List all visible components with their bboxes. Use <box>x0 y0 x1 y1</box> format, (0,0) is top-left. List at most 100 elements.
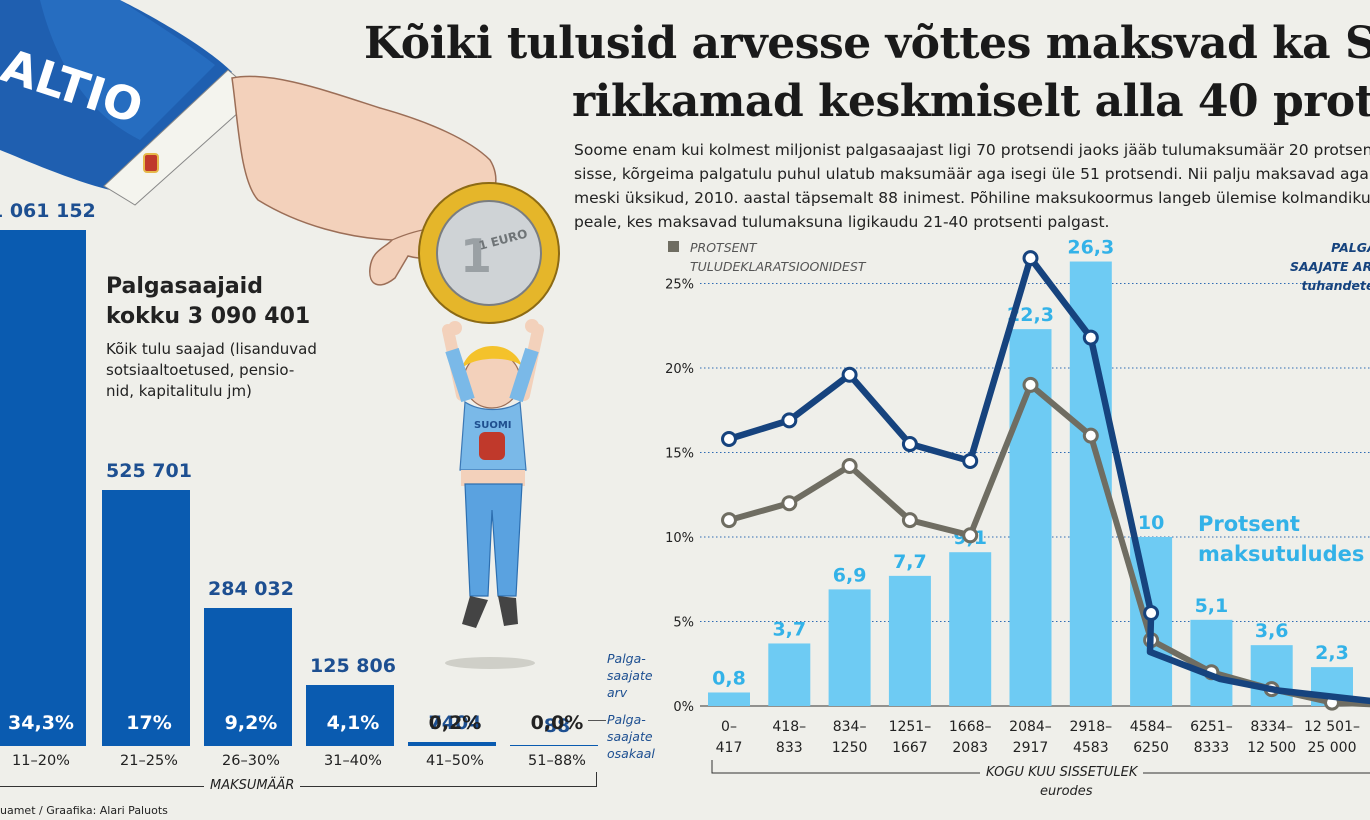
intro-line: meski üksikud, 2010. aastal täpsemalt 88… <box>574 189 1370 207</box>
category-tick-label: 11–20% <box>12 753 70 769</box>
euro-coin-icon: 1 1 EURO <box>418 182 560 324</box>
y-tick-label: 15% <box>665 447 694 462</box>
bar <box>408 742 496 746</box>
data-point <box>901 436 918 453</box>
x-tick-label: 834– <box>833 719 867 735</box>
bar-value-label: 5,1 <box>1195 595 1229 617</box>
sleeve-icon <box>0 0 232 190</box>
bar-value-label: 525 701 <box>106 460 192 483</box>
x-tick-label: 2083 <box>952 740 988 756</box>
x-tick-label: 0– <box>721 719 737 735</box>
legend-share: Palga- saajate osakaal <box>607 712 655 761</box>
bar <box>204 607 292 746</box>
note-line: nid, kapitalitulu jm) <box>106 382 252 400</box>
data-point <box>1082 329 1099 346</box>
right-x-label-2: eurodes <box>1040 784 1093 799</box>
bar <box>708 692 750 706</box>
data-point <box>1022 376 1039 393</box>
x-tick-label: 2918– <box>1069 719 1112 735</box>
x-tick-label: 8333 <box>1194 740 1230 756</box>
shadow-icon <box>445 657 535 669</box>
note-line: Kõik tulu saajad (lisanduvad <box>106 340 317 358</box>
intro-line: Soome enam kui kolmest miljonist palgasa… <box>574 141 1370 159</box>
x-tick-label: 25 000 <box>1308 740 1357 756</box>
legend-leader <box>588 720 606 721</box>
data-point <box>1022 250 1039 267</box>
intro-line: peale, kes maksavad tulumaksuna ligikaud… <box>574 213 1110 231</box>
data-point <box>1143 605 1160 622</box>
bar-share-label: 17% <box>126 712 172 734</box>
bar-value-label: 284 032 <box>208 577 294 600</box>
bar-value-label: 3,6 <box>1255 620 1289 642</box>
data-point <box>721 512 737 529</box>
x-tick-label: 4584– <box>1130 719 1173 735</box>
legend-gray-swatch <box>668 241 679 252</box>
series-line <box>725 254 1370 705</box>
left-bar-chart: 1 061 152 34,3% 11–20% 525 701 17% 21–25% 284 … <box>0 0 680 820</box>
bar <box>888 575 931 706</box>
data-point <box>781 412 798 429</box>
bar-share-label: 4,1% <box>326 712 380 734</box>
illustration: ALTIO 1 1 EURO SUOMI <box>0 0 560 669</box>
svg-text:1: 1 <box>460 229 492 283</box>
data-point <box>901 512 918 529</box>
legend-gray: PROTSENT TULUDEKLARATSIOONIDEST <box>668 238 866 276</box>
total-title-2: kokku 3 090 401 <box>106 304 311 329</box>
x-tick-label: 6251– <box>1190 719 1233 735</box>
headline-line-1: Kõiki tulusid arvesse võttes maksvad ka … <box>364 18 1370 69</box>
bar-value-label: 7404 <box>428 712 482 734</box>
right-x-label-1: KOGU KUU SISSETULEK <box>980 765 1144 780</box>
boy-icon: SUOMI <box>442 319 544 628</box>
category-tick-label: 41–50% <box>426 753 484 769</box>
legend-count: Palga- saajate arv <box>607 651 653 700</box>
bar-value-label: 26,3 <box>1067 237 1114 259</box>
bar-value-label: 88 <box>543 715 571 737</box>
category-tick-label: 31–40% <box>324 753 382 769</box>
x-tick-label: 6250 <box>1133 740 1169 756</box>
category-tick-label: 21–25% <box>120 753 178 769</box>
bar <box>768 643 811 706</box>
x-axis-bracket <box>711 760 1370 774</box>
bar-share-label: 9,2% <box>224 712 278 734</box>
x-tick-label: 1251– <box>889 719 932 735</box>
source-credit: uamet / Graafika: Alari Paluots <box>0 804 168 817</box>
x-tick-label: 8334– <box>1250 719 1293 735</box>
bar <box>949 552 992 706</box>
y-tick-label: 5% <box>673 616 694 631</box>
x-tick-label: 1668– <box>949 719 992 735</box>
bar-value-label: 6,9 <box>833 564 867 586</box>
data-point <box>1082 427 1099 444</box>
bar-value-label: 2,3 <box>1315 642 1349 664</box>
bar <box>0 230 86 746</box>
bar-share-label: 34,3% <box>8 712 74 734</box>
bar-value-label: 1 061 152 <box>0 200 96 222</box>
bar-value-label: 10 <box>1138 512 1164 534</box>
bar-value-label: 22,3 <box>1007 304 1054 326</box>
left-axis-label: MAKSUMÄÄR <box>204 778 301 793</box>
data-point <box>962 527 979 544</box>
bar <box>828 589 871 706</box>
bars-label: Protsent maksutuludes <box>1198 512 1365 566</box>
y-tick-label: 10% <box>665 531 694 546</box>
data-point <box>721 430 737 447</box>
x-tick-label: 833 <box>776 740 803 756</box>
category-tick-label: 26–30% <box>222 753 280 769</box>
data-point <box>841 458 858 475</box>
x-tick-label: 1667 <box>892 740 928 756</box>
bar-value-label: 3,7 <box>772 618 806 640</box>
y-tick-label: 20% <box>665 362 694 377</box>
data-point <box>781 495 798 512</box>
data-point <box>841 366 858 383</box>
bar-value-label: 125 806 <box>310 654 396 677</box>
x-tick-label: 2084– <box>1009 719 1052 735</box>
shirt-text: SUOMI <box>474 420 512 431</box>
x-tick-label: 1250 <box>832 740 868 756</box>
x-tick-label: 417 <box>716 740 743 756</box>
x-tick-label: 12 501– <box>1304 719 1360 735</box>
bar <box>510 745 598 746</box>
headline-line-2: rikkamad keskmiselt alla 40 protsendi <box>572 76 1370 127</box>
y-tick-label: 0% <box>673 700 694 715</box>
bar-value-label: 7,7 <box>893 551 927 573</box>
category-tick-label: 51–88% <box>528 753 586 769</box>
